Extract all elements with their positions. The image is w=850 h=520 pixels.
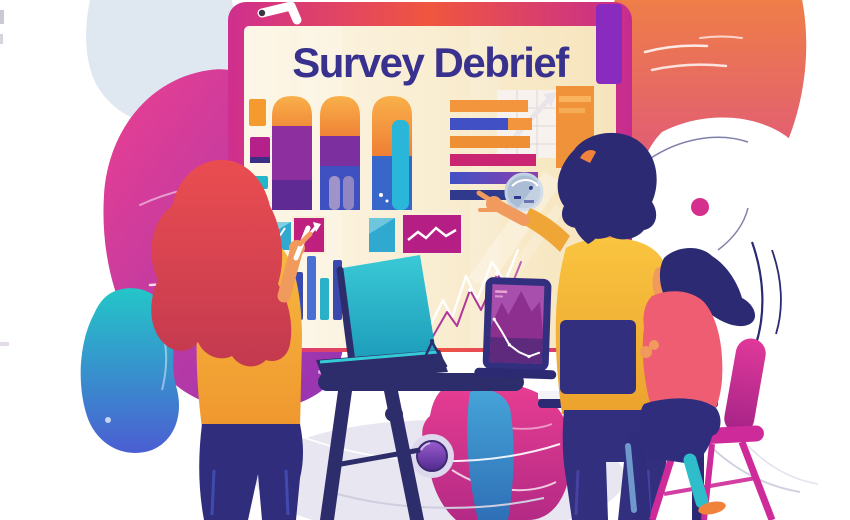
motion-arc	[771, 249, 782, 335]
screen-text-dash	[495, 290, 508, 294]
seated-woman-hand	[649, 340, 659, 350]
stool-backrest	[724, 338, 766, 434]
teal-laptop-base-edge	[319, 350, 439, 364]
easel-stand	[418, 339, 448, 370]
floor-decor	[255, 381, 819, 520]
thin-arc-decor	[717, 207, 749, 251]
standing-woman-pants	[199, 424, 303, 520]
presentation-laptop	[474, 277, 557, 380]
teal-laptop-edge	[336, 266, 357, 374]
seated-woman-shin	[683, 453, 709, 509]
pants-highlight	[210, 469, 216, 516]
motion-arc	[750, 241, 764, 345]
globe-circle	[504, 172, 544, 212]
clip-icon	[257, 1, 302, 25]
standing-woman	[151, 160, 313, 520]
leg-highlight	[625, 443, 637, 513]
eye-decoration	[410, 434, 454, 478]
seated-woman-shoe	[698, 501, 726, 515]
standing-woman-hair	[151, 160, 292, 367]
desk-crossbar	[329, 447, 421, 469]
floor-curve	[329, 491, 545, 509]
pants-highlight	[574, 469, 580, 516]
man-forearm	[492, 200, 530, 226]
arch-column-chart	[272, 96, 412, 210]
teal-laptop	[316, 255, 448, 382]
board-title: Survey Debrief	[292, 39, 569, 86]
blue-under-desk-blob	[467, 389, 514, 520]
magenta-dot-decor	[691, 198, 709, 216]
screen-line-chart	[493, 318, 541, 358]
teal-blob	[80, 288, 179, 453]
thin-arc-decor	[647, 136, 749, 161]
page-edge-mark	[0, 342, 9, 346]
page-edge-mark	[0, 34, 3, 44]
teal-laptop-screen	[342, 255, 436, 370]
seated-woman-thigh	[644, 426, 714, 464]
seated-woman-hand	[640, 346, 652, 358]
seated-woman-arm	[646, 322, 702, 360]
man-ear	[580, 150, 596, 163]
page-edge-mark	[0, 10, 4, 24]
right-floor-arc	[747, 445, 819, 485]
desk-leg	[384, 391, 424, 520]
teal-blob-dot	[105, 417, 111, 423]
board-glare	[468, 172, 562, 288]
man-raised-sleeve	[522, 208, 570, 252]
man-beard	[572, 196, 602, 244]
teal-laptop-base	[316, 350, 448, 382]
screen-text-dash	[494, 295, 504, 298]
man-finger	[476, 190, 493, 203]
pants-highlight	[284, 469, 290, 516]
right-blob-speed-lines	[643, 35, 743, 72]
purple-side-panel	[596, 4, 622, 84]
seated-woman-torso	[642, 291, 723, 426]
desk-leg	[320, 391, 352, 520]
standing-woman-finger	[297, 231, 313, 247]
laptop-base	[474, 367, 557, 380]
seated-woman-lower-leg	[627, 431, 651, 520]
seated-woman	[560, 241, 782, 520]
seated-laptop	[560, 320, 636, 394]
